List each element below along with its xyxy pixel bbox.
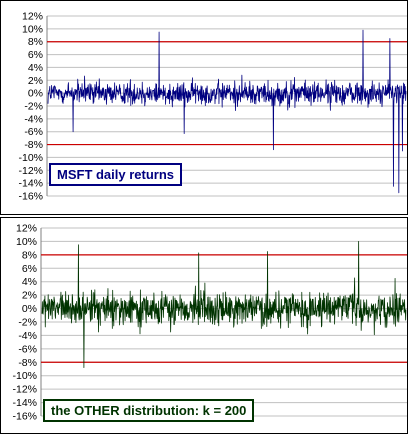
chart-msft-daily-returns: 12%10%8%6%4%2%0%-2%-4%-6%-8%-10%-12%-14%… [18, 11, 407, 203]
other-ytick-label: 8% [22, 249, 37, 261]
other-ytick-label: -8% [18, 357, 37, 369]
other-ytick-label: -16% [12, 411, 37, 423]
other-ytick-label: -6% [18, 343, 37, 355]
other-ytick-label: -2% [18, 317, 37, 329]
msft-ytick-label: 8% [28, 36, 43, 48]
msft-ytick-label: -12% [18, 165, 43, 177]
chart-other-distribution: 12%10%8% 6%4% 2%0% -2%-4%-6% -8%-10% -12%-14%… [12, 223, 407, 423]
other-ytick-label: 10% [16, 236, 37, 248]
other-ytick-label: -10% [12, 370, 37, 382]
msft-ytick-label: 10% [22, 23, 43, 35]
chart-panel-msft: 12% 10% 8% 6% 4% 2% 0% -2% -4% -6% -8% -10% -12% -14%… [0, 0, 408, 215]
other-ytick-label: -12% [12, 384, 37, 396]
other-ytick-label: -4% [18, 330, 37, 342]
legend-label-msft: MSFT daily returns [57, 167, 175, 182]
msft-ytick-label: -10% [18, 152, 43, 164]
msft-ytick-label: 4% [28, 62, 43, 74]
msft-series-line [47, 29, 407, 194]
legend-other: the OTHER distribution: k = 200 [43, 399, 255, 422]
legend-label-other: the OTHER distribution: k = 200 [51, 403, 247, 418]
chart-panel-other: 12% 10% 8% 6% 4% 2% 0% -2% -4% -6% -8% -10% -12% -14%… [0, 217, 408, 434]
other-ytick-label: -14% [12, 397, 37, 409]
other-ytick-label: 0% [22, 303, 37, 315]
msft-ytick-label: -16% [18, 191, 43, 203]
msft-ytick-label: -4% [24, 113, 43, 125]
other-ytick-label: 2% [22, 290, 37, 302]
msft-ytick-label: -14% [18, 178, 43, 190]
msft-ytick-label: 0% [28, 88, 43, 100]
msft-ytick-label: -6% [24, 126, 43, 138]
other-series-line [41, 241, 407, 369]
msft-ytick-label: -8% [24, 139, 43, 151]
other-ytick-label: 4% [22, 276, 37, 288]
legend-msft: MSFT daily returns [49, 163, 183, 186]
other-ytick-label: 6% [22, 263, 37, 275]
msft-ytick-label: 6% [28, 49, 43, 61]
msft-ytick-label: 2% [28, 75, 43, 87]
msft-ytick-label: 12% [22, 11, 43, 23]
other-ytick-label: 12% [16, 223, 37, 235]
msft-ytick-label: -2% [24, 101, 43, 113]
